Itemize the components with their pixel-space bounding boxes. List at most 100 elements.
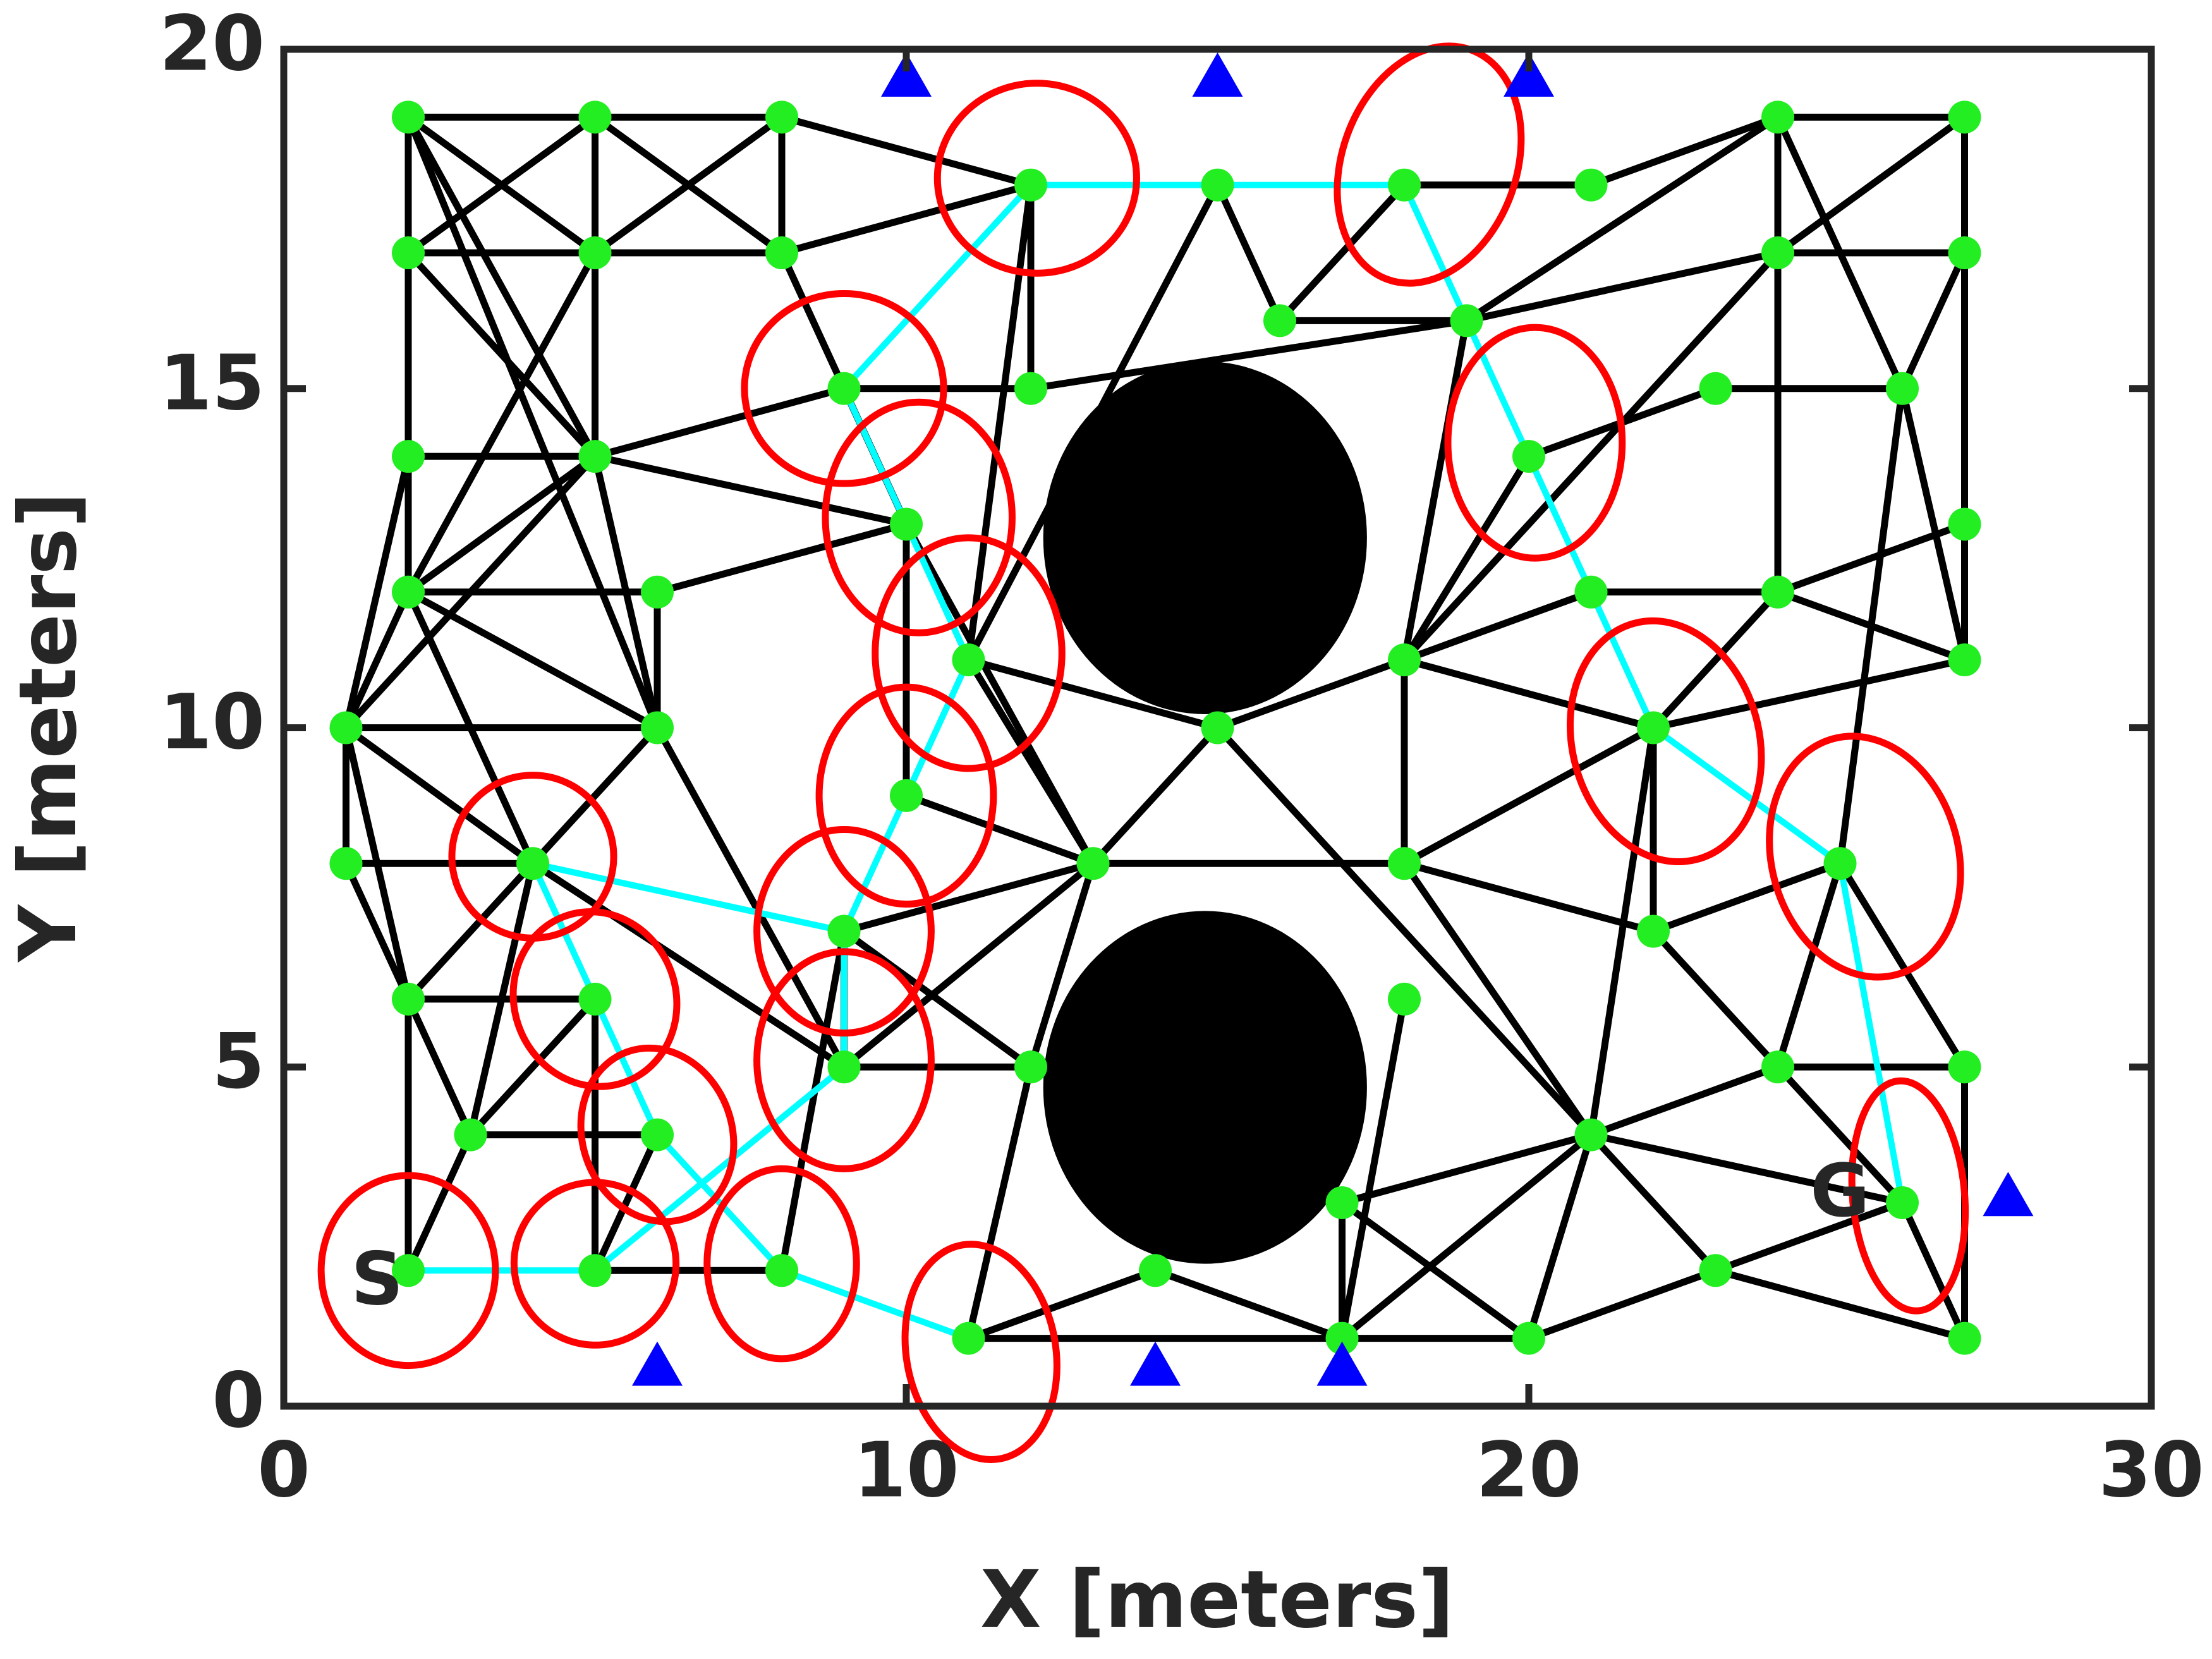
- edge: [1401, 656, 1657, 731]
- uncertainty-ellipse: [753, 826, 935, 1037]
- node: [952, 643, 985, 677]
- edge: [343, 588, 412, 731]
- node: [1014, 1050, 1047, 1084]
- uncertainty-ellipse: [741, 289, 947, 487]
- uncertainty-ellipse: [1444, 324, 1626, 562]
- edge: [404, 249, 599, 460]
- edge: [1650, 860, 1844, 935]
- node: [827, 372, 861, 405]
- y-axis-label: Y [meters]: [3, 492, 94, 963]
- edge: [841, 928, 1035, 1071]
- uncertainty-ellipse: [577, 1044, 738, 1225]
- node: [765, 1254, 798, 1287]
- uncertainty-ellipse: [901, 1241, 1060, 1464]
- edge: [1401, 588, 1595, 664]
- node: [1139, 1254, 1172, 1287]
- node: [1325, 1322, 1359, 1355]
- node: [1388, 168, 1421, 202]
- edge: [592, 1131, 661, 1274]
- edge: [404, 113, 661, 731]
- node: [1574, 168, 1608, 202]
- edge: [965, 1267, 1159, 1342]
- node: [641, 575, 674, 609]
- x-axis-label: X [meters]: [980, 1554, 1454, 1646]
- edge: [343, 724, 537, 867]
- edge: [1401, 724, 1657, 867]
- node: [578, 100, 612, 134]
- edge: [404, 249, 599, 596]
- node: [1014, 168, 1047, 202]
- x-tick-label: 20: [1476, 1427, 1582, 1515]
- edge: [1774, 860, 1844, 1071]
- node: [1388, 847, 1421, 880]
- edge: [965, 656, 1097, 867]
- edge: [592, 453, 910, 528]
- edge: [1774, 113, 1906, 392]
- edge: [1588, 724, 1657, 1139]
- uncertainty-ellipse: [509, 908, 681, 1090]
- edge: [404, 453, 599, 596]
- node: [392, 236, 425, 270]
- node: [1948, 100, 1981, 134]
- uncertainty-ellipse: [1848, 1077, 1969, 1315]
- edge: [592, 385, 848, 460]
- node: [765, 100, 798, 134]
- node: [329, 711, 363, 744]
- y-tick-label: 0: [212, 1358, 265, 1445]
- edge: [1899, 1199, 1968, 1342]
- y-tick-label: 15: [159, 339, 265, 427]
- edge: [343, 860, 412, 1003]
- obstacle: [1043, 361, 1367, 715]
- edge: [965, 181, 1035, 664]
- node: [1201, 168, 1234, 202]
- node: [1574, 1118, 1608, 1152]
- node: [1699, 372, 1732, 405]
- landmark: [881, 52, 932, 97]
- uncertainty-ellipse: [703, 1165, 860, 1363]
- edge: [1650, 588, 1782, 731]
- edge: [1899, 385, 1968, 664]
- y-tick-label: 5: [212, 1018, 265, 1106]
- node: [1201, 711, 1234, 744]
- uncertainty-ellipse: [1566, 617, 1765, 865]
- edge: [404, 113, 599, 257]
- edge: [1401, 860, 1595, 1139]
- landmark: [1192, 52, 1243, 97]
- x-tick-label: 30: [2099, 1427, 2204, 1515]
- uncertainty-ellipse: [815, 683, 997, 908]
- node: [1512, 1322, 1545, 1355]
- node: [1761, 1050, 1794, 1084]
- edge: [404, 588, 661, 731]
- edge: [592, 113, 786, 257]
- node: [1014, 372, 1047, 405]
- node: [516, 847, 549, 880]
- edge: [1214, 181, 1284, 324]
- edge: [1339, 995, 1408, 1342]
- edge: [404, 1131, 474, 1274]
- edge: [1401, 249, 1782, 664]
- edge: [1712, 1267, 1968, 1342]
- edge: [1463, 113, 1782, 324]
- uncertainty-ellipse: [510, 1179, 680, 1349]
- edge: [1774, 588, 1968, 664]
- obstacle: [1043, 911, 1367, 1264]
- node: [1388, 982, 1421, 1016]
- node: [1263, 304, 1296, 337]
- annotation: G: [1810, 1149, 1869, 1234]
- edge: [778, 928, 848, 1274]
- edge: [1276, 181, 1408, 324]
- x-tick-label: 10: [854, 1427, 959, 1515]
- edge: [965, 181, 1221, 664]
- edge: [1090, 724, 1221, 867]
- node: [1325, 1186, 1359, 1219]
- y-tick-label: 10: [159, 679, 265, 767]
- edge: [1027, 317, 1470, 392]
- y-tick-label: 20: [159, 1, 265, 88]
- edge: [965, 1063, 1035, 1342]
- edge: [1339, 1131, 1595, 1342]
- node: [392, 575, 425, 609]
- edge: [1588, 1131, 1719, 1274]
- edge: [778, 249, 848, 392]
- edge: [1214, 656, 1408, 731]
- edge: [1401, 860, 1657, 935]
